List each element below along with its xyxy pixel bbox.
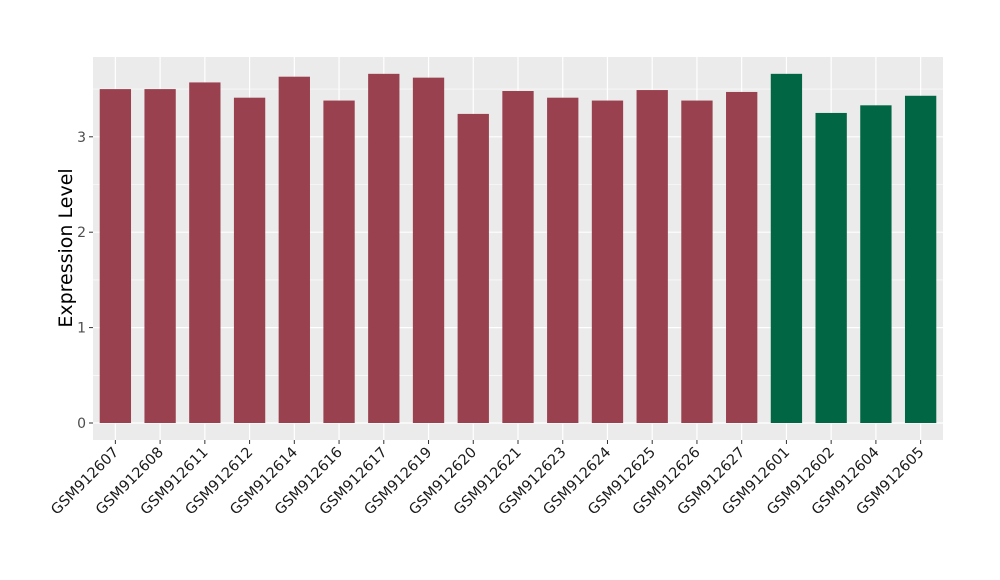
y-tick-label: 0 — [77, 416, 86, 432]
bar-GSM912616 — [323, 100, 355, 423]
bar-GSM912601 — [770, 73, 803, 423]
bar-GSM912607 — [99, 89, 132, 423]
y-tick-label: 3 — [77, 130, 86, 146]
bar-GSM912605 — [904, 95, 937, 423]
bar-GSM912604 — [860, 105, 892, 424]
bar-GSM912608 — [144, 89, 176, 423]
bar-GSM912624 — [591, 100, 624, 423]
bar-GSM912620 — [457, 113, 489, 424]
bar-GSM912614 — [278, 76, 310, 423]
y-axis-title: Expression Level — [55, 168, 77, 327]
x-axis: GSM912607GSM912608GSM912611GSM912612GSM9… — [48, 440, 927, 518]
bar-GSM912617 — [368, 73, 400, 423]
y-tick-label: 1 — [77, 321, 86, 337]
bar-GSM912626 — [681, 100, 713, 423]
bar-GSM912621 — [502, 91, 534, 424]
bar-GSM912602 — [815, 112, 847, 423]
bar-GSM912627 — [726, 91, 758, 423]
bar-GSM912619 — [412, 77, 445, 423]
bar-GSM912623 — [547, 97, 579, 423]
y-tick-label: 2 — [77, 225, 86, 241]
bar-GSM912611 — [189, 82, 221, 423]
bar-GSM912625 — [636, 90, 668, 423]
bar-GSM912612 — [233, 97, 266, 423]
y-axis: 0 1 2 3 — [77, 130, 93, 432]
bars-layer — [99, 73, 937, 424]
